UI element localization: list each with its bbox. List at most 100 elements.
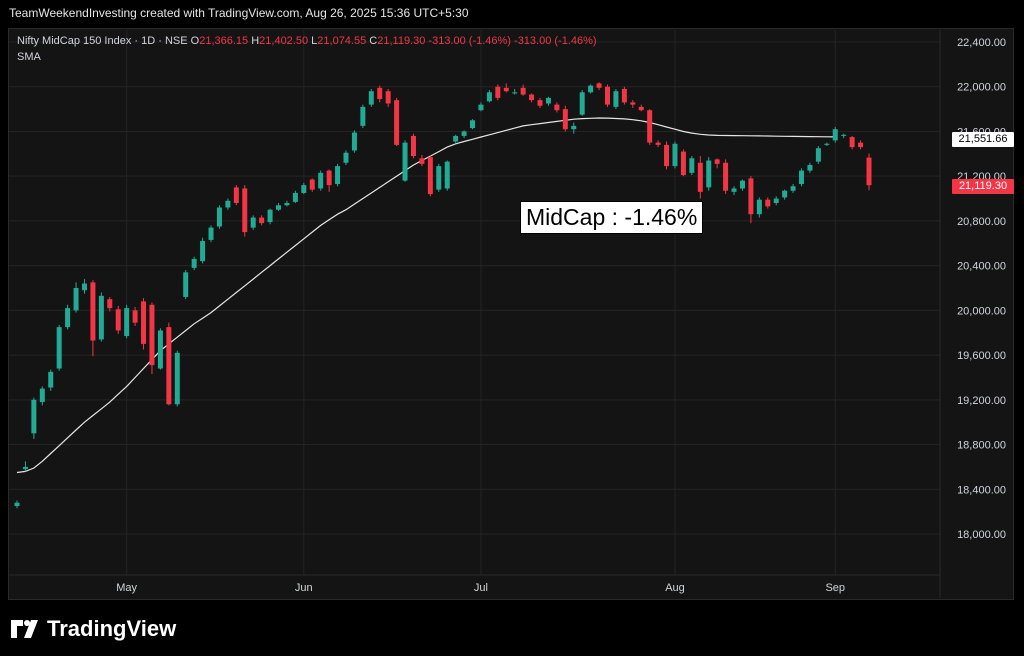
candle-body: [410, 135, 416, 157]
close-label: C: [369, 35, 378, 47]
candle-body: [419, 158, 425, 164]
candle-body: [664, 144, 670, 167]
candle-body: [225, 200, 231, 208]
candle-body: [22, 466, 28, 470]
sma-indicator-label[interactable]: SMA: [17, 51, 41, 63]
candle-body: [39, 388, 45, 403]
candle-body: [436, 166, 442, 190]
candle-body: [166, 327, 172, 405]
candle-body: [824, 143, 830, 145]
close-value: 21,119.30: [377, 35, 426, 47]
y-tick-label: 22,000.00: [957, 82, 1006, 94]
candle-body: [335, 166, 341, 185]
candle-body: [326, 170, 332, 186]
candle-body: [723, 162, 729, 191]
midcap-annotation: MidCap : -1.46%: [520, 201, 704, 234]
candle-body: [65, 308, 71, 328]
candle-body: [849, 137, 855, 148]
candle-body: [706, 160, 712, 188]
candle-body: [444, 161, 450, 189]
candle-body: [807, 165, 813, 171]
candle-body: [233, 187, 239, 204]
candle-body: [276, 205, 282, 210]
candle-body: [731, 188, 737, 192]
candle-body: [858, 142, 864, 148]
candle-body: [672, 143, 678, 167]
candle-body: [259, 217, 265, 224]
candle-body: [309, 179, 315, 190]
candle-body: [394, 100, 400, 145]
candle-body: [630, 102, 636, 105]
candle-body: [90, 282, 96, 341]
y-tick-label: 22,400.00: [957, 37, 1006, 49]
candle-body: [216, 207, 222, 227]
change-value: -313.00 (-1.46%): [428, 35, 511, 47]
candle-body: [545, 97, 551, 104]
tradingview-logo: TradingView: [11, 616, 176, 642]
candle-body: [368, 91, 374, 105]
candle-body: [453, 135, 459, 142]
candle-body: [174, 352, 180, 405]
candle-body: [739, 180, 745, 189]
candle-body: [790, 186, 796, 191]
candle-body: [318, 172, 324, 189]
sma-price-tag: 21,551.66: [952, 132, 1014, 147]
candle-body: [571, 125, 577, 130]
candle-body: [815, 148, 821, 162]
change-percent: -313.00 (-1.46%): [514, 35, 597, 47]
tradingview-logo-icon: [11, 620, 38, 638]
candle-body: [756, 199, 762, 215]
y-tick-label: 19,600.00: [957, 350, 1006, 362]
candle-body: [655, 142, 661, 145]
candle-body: [613, 91, 619, 107]
candle-body: [554, 104, 560, 111]
candle-body: [782, 190, 788, 198]
candle-body: [377, 87, 383, 100]
candle-body: [360, 106, 366, 126]
candle-body: [48, 371, 54, 388]
open-label: O: [190, 35, 200, 47]
candle-body: [81, 283, 87, 291]
candle-body: [596, 83, 602, 88]
candle-body: [31, 399, 37, 434]
candle-body: [748, 178, 754, 215]
candle-body: [638, 106, 644, 111]
candle-body: [604, 86, 610, 105]
y-tick-label: 19,200.00: [957, 395, 1006, 407]
candle-body: [301, 185, 307, 193]
candle-body: [385, 91, 391, 104]
candle-body: [292, 192, 298, 202]
candle-body: [773, 198, 779, 204]
candle-body: [461, 131, 467, 136]
candle-body: [512, 92, 518, 94]
low-label: L: [311, 35, 318, 47]
candle-body: [689, 158, 695, 173]
chart-caption: TeamWeekendInvesting created with Tradin…: [9, 6, 469, 20]
low-value: 21,074.55: [317, 35, 367, 47]
candle-body: [647, 110, 653, 143]
candle-body: [765, 199, 771, 207]
high-label: H: [251, 35, 260, 47]
y-tick-label: 20,400.00: [957, 261, 1006, 273]
candle-body: [242, 188, 248, 233]
candle-body: [73, 288, 79, 311]
ohlc-legend: Nifty MidCap 150 Index · 1D · NSE O21,36…: [17, 35, 597, 47]
high-value: 21,402.50: [259, 35, 309, 47]
x-tick-label: May: [116, 582, 137, 594]
candle-body: [529, 94, 535, 101]
candle-body: [503, 87, 509, 92]
candle-body: [537, 100, 543, 106]
x-tick-label: Sep: [825, 582, 845, 594]
sma-line: [16, 117, 836, 474]
candle-body: [579, 92, 585, 115]
candle-body: [343, 152, 349, 163]
y-tick-label: 20,000.00: [957, 305, 1006, 317]
y-tick-label: 18,800.00: [957, 440, 1006, 452]
candle-body: [98, 295, 104, 340]
candle-body: [149, 304, 155, 366]
chart-panel[interactable]: [8, 28, 1014, 600]
candle-body: [427, 157, 433, 195]
candle-body: [841, 134, 847, 136]
candle-body: [351, 132, 357, 151]
